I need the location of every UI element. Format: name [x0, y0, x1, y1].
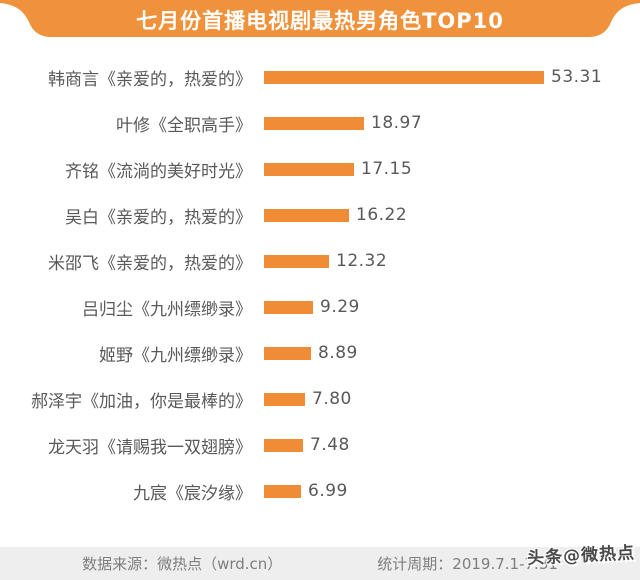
bar-value: 16.22 — [356, 205, 408, 225]
footer: 数据来源：微热点（wrd.cn） 统计周期：2019.7.1-7.31 — [0, 547, 640, 580]
bar-chart: 韩商言《亲爱的，热爱的》 53.31 叶修《全职高手》 18.97 齐铭《流淌的… — [0, 54, 640, 514]
bar — [264, 346, 311, 360]
bar-value: 9.29 — [320, 297, 360, 317]
chart-row: 龙天羽《请赐我一双翅膀》 7.48 — [0, 422, 640, 468]
row-label: 龙天羽《请赐我一双翅膀》 — [48, 437, 252, 458]
bar — [264, 116, 364, 130]
bar-value: 6.99 — [308, 481, 348, 501]
header-ribbon: 七月份首播电视剧最热男角色TOP10 — [0, 0, 640, 44]
chart-row: 韩商言《亲爱的，热爱的》 53.31 — [0, 54, 640, 100]
data-source-label: 数据来源：微热点（wrd.cn） — [82, 555, 283, 573]
chart-row: 姬野《九州缥缈录》 8.89 — [0, 330, 640, 376]
bar-value: 7.48 — [310, 435, 350, 455]
bar — [264, 162, 354, 176]
bar-value: 18.97 — [371, 113, 423, 133]
bar-value: 17.15 — [361, 159, 413, 179]
row-label: 叶修《全职高手》 — [116, 115, 252, 136]
bar — [264, 484, 301, 498]
bar — [264, 70, 544, 84]
bar-value: 53.31 — [551, 67, 603, 87]
chart-row: 齐铭《流淌的美好时光》 17.15 — [0, 146, 640, 192]
bar — [264, 254, 329, 268]
chart-row: 郝泽宇《加油，你是最棒的》 7.80 — [0, 376, 640, 422]
header-ribbon-shape — [0, 0, 640, 37]
chart-row: 叶修《全职高手》 18.97 — [0, 100, 640, 146]
row-label: 吴白《亲爱的，热爱的》 — [65, 207, 252, 228]
row-label: 郝泽宇《加油，你是最棒的》 — [31, 391, 252, 412]
bar-value: 12.32 — [336, 251, 388, 271]
chart-row: 米邵飞《亲爱的，热爱的》 12.32 — [0, 238, 640, 284]
stat-period-label: 统计周期：2019.7.1-7.31 — [377, 555, 558, 573]
chart-title: 七月份首播电视剧最热男角色TOP10 — [136, 9, 504, 33]
row-label: 米邵飞《亲爱的，热爱的》 — [48, 253, 252, 274]
bar — [264, 438, 303, 452]
row-label: 吕归尘《九州缥缈录》 — [82, 299, 252, 320]
chart-row: 九宸《宸汐缘》 6.99 — [0, 468, 640, 514]
bar-value: 7.80 — [312, 389, 352, 409]
row-label: 九宸《宸汐缘》 — [133, 483, 252, 504]
bar — [264, 208, 349, 222]
row-label: 韩商言《亲爱的，热爱的》 — [48, 69, 252, 90]
ribbon-banner-shape — [0, 0, 640, 37]
row-label: 姬野《九州缥缈录》 — [99, 345, 252, 366]
bar — [264, 392, 305, 406]
bar-value: 8.89 — [318, 343, 358, 363]
row-label: 齐铭《流淌的美好时光》 — [65, 161, 252, 182]
bar — [264, 300, 313, 314]
chart-row: 吴白《亲爱的，热爱的》 16.22 — [0, 192, 640, 238]
chart-row: 吕归尘《九州缥缈录》 9.29 — [0, 284, 640, 330]
